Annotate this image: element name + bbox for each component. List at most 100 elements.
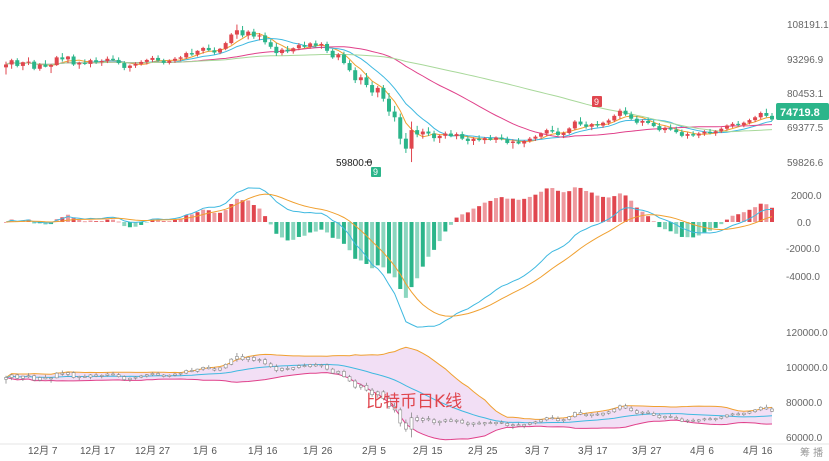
mini-candle-body xyxy=(128,377,132,380)
x-tick-label: 4月 6 xyxy=(690,445,714,457)
macd-histogram-bar xyxy=(753,207,758,222)
mini-candle-body xyxy=(747,411,752,414)
mini-candle-body xyxy=(201,367,205,370)
macd-histogram-bar xyxy=(189,214,194,222)
candle-body xyxy=(218,48,223,53)
candle-body xyxy=(184,53,189,58)
macd-histogram-bar xyxy=(246,200,251,222)
macd-histogram-bar xyxy=(499,197,504,222)
macd-histogram-bar xyxy=(527,196,532,222)
candle-body xyxy=(685,134,690,136)
macd-histogram-bar xyxy=(111,219,116,222)
mini-candle-body xyxy=(21,375,25,379)
mini-candle-body xyxy=(223,364,228,369)
mini-candle-body xyxy=(94,374,98,377)
price-candles xyxy=(4,24,774,163)
candle-body xyxy=(736,123,741,125)
mini-candle-body xyxy=(370,389,374,395)
mini-candle-body xyxy=(533,421,538,424)
mini-candle-body xyxy=(702,418,707,421)
candle-body xyxy=(527,138,532,141)
candle-body xyxy=(54,57,59,66)
mini-candle-body xyxy=(584,413,588,416)
candle-body xyxy=(240,30,245,36)
mini-candle-body xyxy=(252,357,256,361)
mini-candle-body xyxy=(420,418,425,421)
mini-candle-body xyxy=(742,412,746,415)
candle-body xyxy=(601,122,606,126)
candle-body xyxy=(409,130,414,149)
candle-body xyxy=(71,56,76,65)
macd-histogram-bar xyxy=(285,222,290,241)
mini-candle-body xyxy=(499,421,504,424)
candle-body xyxy=(578,121,583,125)
candle-body xyxy=(606,120,611,123)
mini-candle-body xyxy=(713,418,718,420)
macd-histogram-bar xyxy=(105,219,110,222)
price-tick: 59826.6 xyxy=(787,158,824,169)
mini-candle-body xyxy=(454,419,459,422)
candle-body xyxy=(758,112,763,118)
candle-body xyxy=(651,122,656,127)
macd-histogram-bar xyxy=(494,198,499,222)
candle-body xyxy=(279,49,284,54)
candle-body xyxy=(358,77,363,81)
mini-candle-body xyxy=(4,377,8,380)
candle-body xyxy=(674,129,679,133)
volume-panel xyxy=(4,346,774,441)
candle-body xyxy=(387,98,391,112)
candle-body xyxy=(719,128,724,132)
mini-candle-body xyxy=(685,419,690,422)
macd-histogram-bar xyxy=(612,196,617,222)
mini-candle-body xyxy=(381,391,386,399)
mini-candle-body xyxy=(246,357,250,360)
price-tick: 80453.1 xyxy=(787,89,824,100)
footer-logo-text: 筹 播 xyxy=(800,446,823,459)
candle-body xyxy=(708,131,713,134)
macd-tick: -4000.0 xyxy=(786,272,820,283)
macd-histogram-bar xyxy=(302,222,307,236)
mini-candle-body xyxy=(263,359,267,365)
candle-body xyxy=(263,35,268,43)
macd-histogram-bar xyxy=(229,204,234,222)
candle-body xyxy=(646,120,651,123)
candle-body xyxy=(246,31,251,36)
mini-candle-body xyxy=(505,423,510,426)
x-tick-label: 3月 27 xyxy=(632,445,662,457)
mini-candle-body xyxy=(150,373,155,376)
macd-histogram-bar xyxy=(296,222,301,237)
candle-body xyxy=(223,43,228,49)
volume-tick: 80000.0 xyxy=(786,398,823,409)
macd-histogram-bar xyxy=(201,209,206,222)
candle-body xyxy=(544,130,549,134)
macd-histogram-bar xyxy=(313,222,318,232)
mini-candle-body xyxy=(66,372,70,375)
mini-candle-body xyxy=(274,366,279,371)
mini-candle-body xyxy=(392,406,397,411)
mini-candle-body xyxy=(528,422,532,425)
candle-body xyxy=(353,70,358,81)
macd-histogram-bar xyxy=(398,222,403,289)
candle-body xyxy=(589,124,594,127)
mini-candle-body xyxy=(556,418,560,422)
macd-histogram-bar xyxy=(550,188,555,222)
candle-body xyxy=(144,59,149,62)
candle-body xyxy=(127,65,132,68)
macd-histogram-bar xyxy=(358,222,363,261)
candle-body xyxy=(37,64,42,69)
macd-dif-line xyxy=(5,187,772,328)
macd-histogram-bar xyxy=(94,221,99,222)
macd-histogram-bar xyxy=(646,216,651,222)
candle-body xyxy=(9,60,14,65)
volume-tick: 120000.0 xyxy=(786,328,828,339)
flag-marker-sell-label: 9 xyxy=(594,97,599,107)
mini-candle-body xyxy=(606,411,611,414)
candle-body xyxy=(111,58,116,60)
mini-candle-body xyxy=(347,376,352,382)
macd-histogram-bar xyxy=(595,195,600,222)
x-tick-label: 1月 26 xyxy=(303,445,333,457)
macd-histogram-bar xyxy=(668,222,673,232)
macd-histogram-bar xyxy=(477,206,482,222)
